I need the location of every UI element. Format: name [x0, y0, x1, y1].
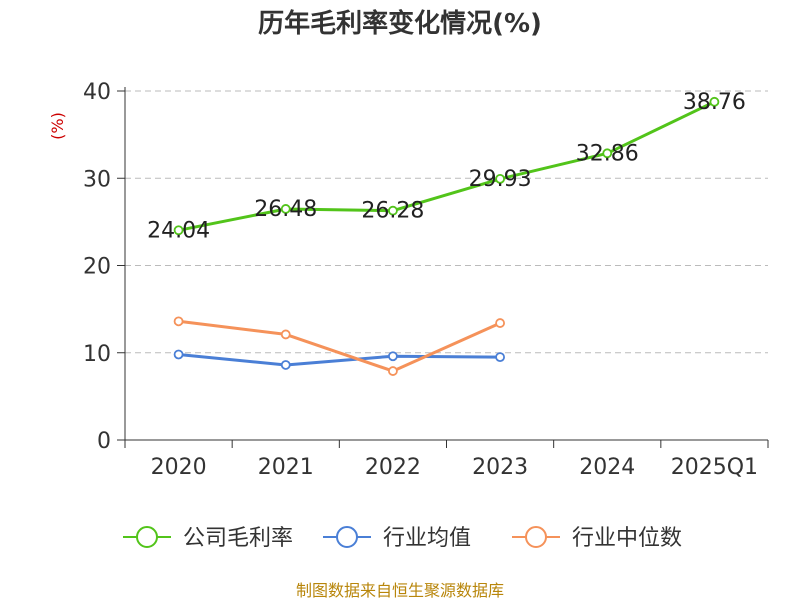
data-point-2-2020	[173, 316, 184, 327]
data-point-2-2021	[280, 329, 291, 340]
data-label-2025Q1: 38.76	[683, 90, 746, 115]
data-point-2-2023	[495, 318, 505, 328]
data-point-0-2022	[388, 205, 398, 216]
x-tick-label-2024: 2024	[579, 455, 635, 480]
legend-item-1: 行业均值	[323, 526, 471, 551]
legend-label-2: 行业中位数	[572, 526, 682, 551]
legend-marker-1	[336, 526, 358, 548]
data-label-2023: 29.93	[469, 167, 532, 192]
data-label-2021: 26.48	[254, 197, 317, 222]
y-tick-label-0: 0	[97, 429, 111, 454]
x-tick-label-2022: 2022	[365, 455, 421, 480]
y-tick-labels: 0 10 20 30 40	[83, 80, 111, 454]
x-tick-labels: 2020 2021 2022 2023 2024 2025Q1	[151, 455, 758, 480]
y-tick-label-40: 40	[83, 80, 111, 105]
data-label-2022: 26.28	[361, 199, 424, 224]
legend-item-0: 公司毛利率	[123, 526, 293, 551]
data-point-2-2022	[388, 366, 398, 376]
y-axis-unit: (%)	[48, 112, 67, 140]
legend-marker-0	[136, 526, 158, 548]
axes	[117, 87, 769, 448]
data-point-1-2020	[173, 349, 184, 360]
y-tick-label-30: 30	[83, 167, 111, 192]
legend-label-0: 公司毛利率	[183, 526, 293, 551]
data-point-1-2023	[495, 352, 505, 363]
y-tick-label-10: 10	[83, 342, 111, 367]
chart-title: 历年毛利率变化情况(%)	[258, 8, 542, 39]
data-point-0-2025Q1	[709, 96, 720, 107]
data-point-1-2022	[388, 351, 398, 362]
y-tick-label-20: 20	[83, 255, 111, 280]
x-tick-label-2025Q1: 2025Q1	[671, 455, 758, 480]
legend-item-2: 行业中位数	[512, 526, 682, 551]
data-point-0-2023	[495, 173, 505, 184]
data-labels: 24.04 26.48 26.28 29.93 32.86 38.76	[147, 90, 746, 243]
data-label-2024: 32.86	[576, 141, 639, 166]
data-point-0-2021	[280, 204, 291, 214]
data-point-1-2021	[280, 360, 291, 370]
series-layer	[173, 96, 720, 376]
source-note: 制图数据来自恒生聚源数据库	[296, 581, 504, 600]
x-tick-label-2021: 2021	[258, 455, 314, 480]
gridlines	[125, 90, 768, 354]
legend: 公司毛利率 行业均值 行业中位数	[123, 526, 682, 551]
series-line-2	[178, 319, 501, 373]
legend-label-1: 行业均值	[383, 526, 471, 551]
x-tick-label-2023: 2023	[472, 455, 528, 480]
x-tick-label-2020: 2020	[151, 455, 207, 480]
legend-marker-2	[525, 526, 547, 548]
series-line-0	[178, 100, 716, 232]
data-point-0-2020	[173, 225, 184, 236]
data-point-0-2024	[602, 148, 613, 159]
series-line-1	[178, 353, 501, 367]
data-label-2020: 24.04	[147, 218, 210, 243]
